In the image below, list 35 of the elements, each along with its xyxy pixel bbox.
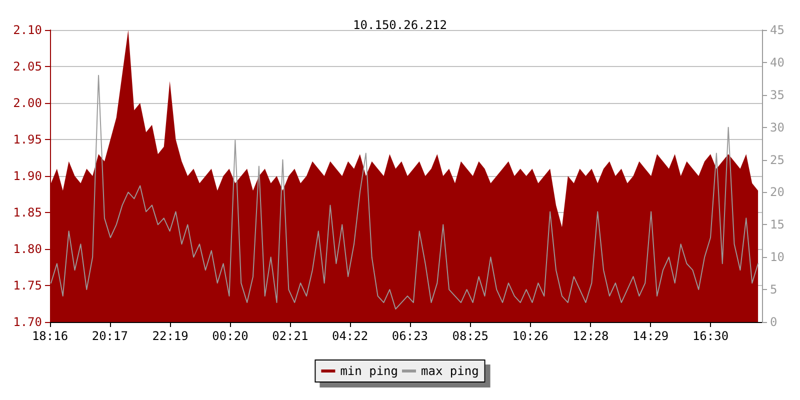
y2-tick-label: 30: [770, 120, 784, 134]
x-tick-label: 10:26: [512, 329, 548, 343]
y2-tick-label: 20: [770, 185, 784, 200]
y-tick-label: 1.70: [13, 315, 42, 329]
y-tick-label: 1.90: [13, 169, 42, 183]
x-tick-label: 12:28: [572, 329, 609, 343]
x-tick-label: 14:29: [632, 329, 669, 343]
y2-tick-label: 15: [770, 218, 784, 232]
legend-label: max ping: [421, 364, 479, 378]
x-tick-label: 06:23: [392, 329, 428, 343]
y2-tick-label: 40: [770, 55, 784, 70]
x-tick-label: 22:19: [152, 329, 188, 343]
y-tick-label: 1.75: [13, 278, 42, 292]
y2-tick-label: 35: [770, 88, 784, 102]
x-tick-label: 16:30: [692, 329, 729, 343]
x-tick-label: 02:21: [272, 329, 308, 343]
y-tick-label: 2.05: [13, 60, 42, 74]
y2-tick-label: 10: [770, 250, 784, 264]
x-tick-label: 18:16: [32, 329, 68, 343]
y2-tick-label: 0: [770, 315, 778, 329]
chart-title: 10.150.26.212: [353, 18, 447, 32]
y-tick-label: 2.00: [13, 96, 42, 110]
line-series: [50, 74, 759, 310]
x-tick-label: 20:17: [92, 329, 128, 343]
y-tick-label: 1.80: [13, 242, 42, 256]
y-tick-label: 2.10: [13, 23, 42, 37]
y-tick-label: 1.85: [13, 206, 42, 220]
legend-label: min ping: [340, 364, 398, 378]
y2-tick-label: 5: [770, 282, 778, 297]
x-tick-label: 04:22: [332, 329, 368, 343]
x-tick-label: 00:20: [212, 329, 248, 343]
y2-tick-label: 25: [770, 152, 784, 167]
y2-tick-label: 45: [770, 23, 784, 37]
x-tick-label: 08:25: [452, 329, 488, 343]
y-tick-label: 1.95: [13, 132, 42, 146]
